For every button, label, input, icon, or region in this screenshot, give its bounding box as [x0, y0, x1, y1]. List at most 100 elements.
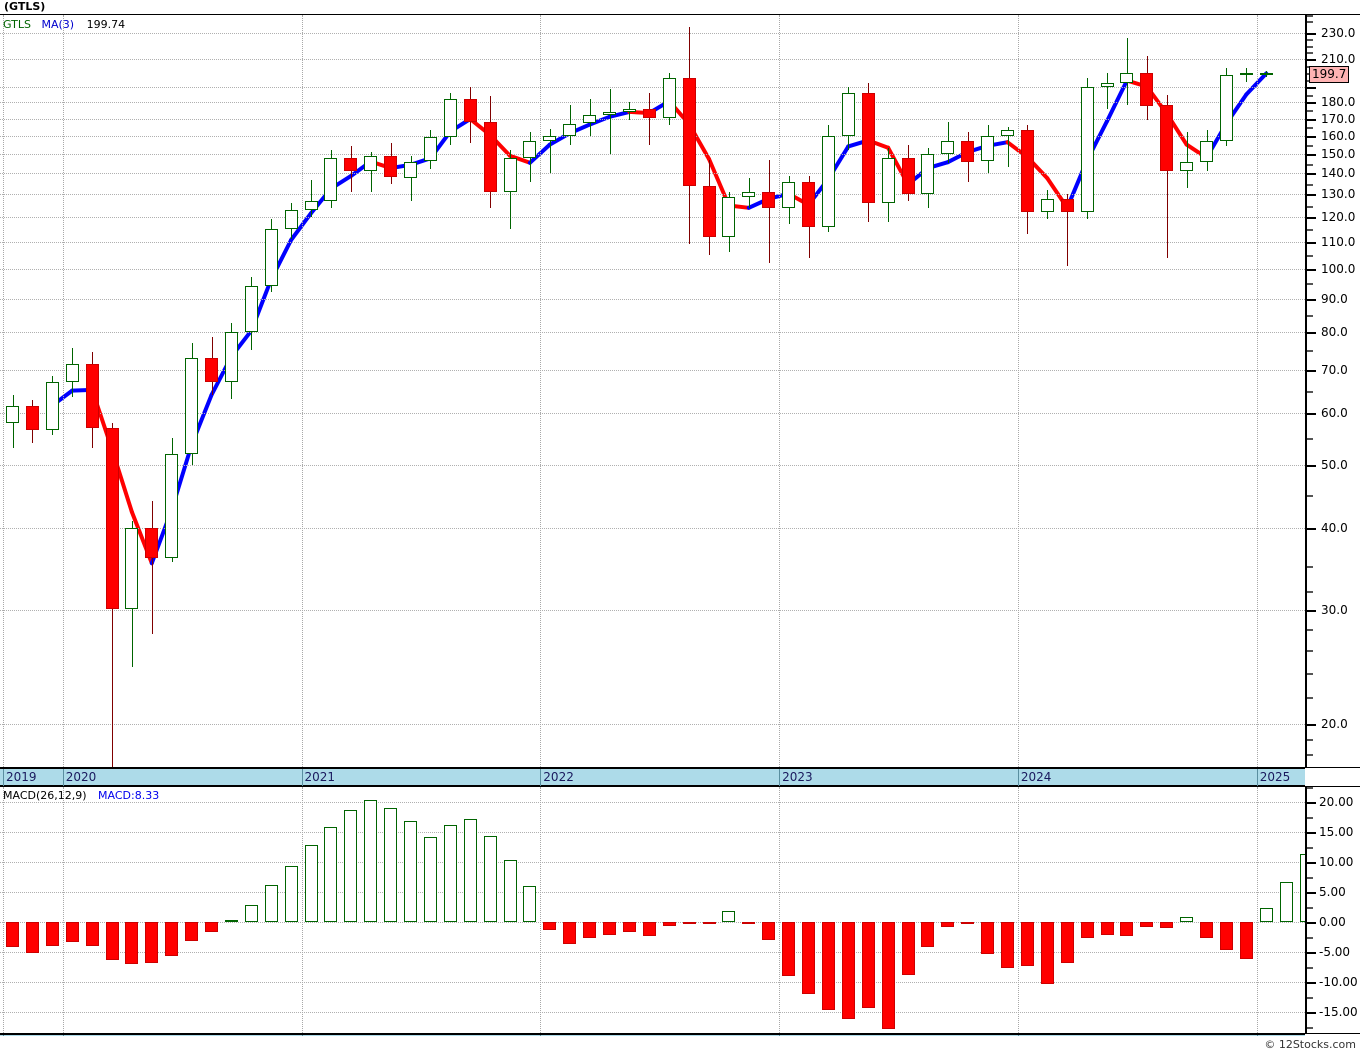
axis-tick-label: 130.0 — [1321, 187, 1356, 202]
axis-minor-tick — [1307, 937, 1313, 939]
axis-minor-tick — [1307, 877, 1313, 879]
axis-tick-label: 150.0 — [1321, 146, 1356, 161]
axis-tick-mark — [1307, 892, 1316, 894]
date-axis-tick — [3, 769, 4, 787]
gridline-vertical-year — [1256, 787, 1258, 1033]
candle-body — [881, 157, 895, 204]
gridline-horizontal — [0, 802, 1305, 803]
candle-wick — [609, 88, 611, 154]
ma-line-segment — [508, 153, 532, 165]
candle-body — [1160, 105, 1174, 172]
ma-line-segment — [527, 142, 552, 165]
candle-body — [682, 78, 696, 186]
axis-minor-tick — [1307, 907, 1313, 909]
candle-body — [722, 196, 736, 237]
macd-histogram-bar — [463, 818, 477, 922]
candle-body — [25, 406, 39, 431]
candle-body — [364, 155, 378, 172]
axis-tick-mark — [1307, 298, 1316, 301]
price-plot-area[interactable] — [0, 15, 1305, 767]
axis-tick-mark — [1307, 331, 1316, 334]
axis-minor-tick — [1307, 672, 1313, 675]
price-chart-panel: 230.0 210.0 180.0 170.0 160.0 150.0 140.0 130.0… — [0, 14, 1360, 768]
axis-tick-label: 230.0 — [1321, 25, 1356, 40]
candle-wick — [151, 501, 153, 635]
macd-y-axis[interactable]: 20.00 15.00 10.00 5.00 0.00 -5.00 -10.00 -15.00 — [1305, 787, 1358, 1033]
axis-minor-tick — [1307, 390, 1313, 393]
axis-minor-tick — [1307, 738, 1313, 741]
gridline-vertical-year — [779, 787, 781, 1033]
candle-body — [563, 123, 577, 136]
candle-body — [1140, 72, 1154, 106]
macd-histogram-bar — [1259, 907, 1273, 922]
macd-histogram-bar — [563, 922, 577, 944]
candle-body — [1219, 75, 1233, 141]
macd-histogram-bar — [901, 922, 915, 975]
date-axis-tick — [540, 769, 542, 787]
candle-body — [702, 185, 716, 237]
candle-body — [1120, 72, 1134, 83]
axis-tick-label: 140.0 — [1321, 166, 1356, 181]
axis-tick-label: 5.00 — [1319, 885, 1346, 899]
axis-tick-mark — [1307, 194, 1316, 197]
axis-tick-mark — [1307, 87, 1316, 89]
macd-histogram-bar — [324, 827, 338, 922]
macd-histogram-bar — [981, 922, 995, 955]
candle-body — [284, 210, 298, 230]
price-date-axis[interactable]: 2019 2020 2021 2022 2023 2024 2025 — [0, 768, 1305, 787]
axis-tick-mark — [1307, 802, 1316, 804]
candle-body — [742, 192, 756, 197]
macd-plot-area[interactable] — [0, 787, 1305, 1033]
macd-histogram-bar — [224, 920, 238, 923]
axis-tick-mark — [1307, 609, 1316, 612]
macd-histogram-bar — [861, 922, 875, 1009]
price-y-axis[interactable]: 230.0 210.0 180.0 170.0 160.0 150.0 140.0 130.0… — [1305, 15, 1355, 767]
axis-tick-mark — [1307, 118, 1316, 121]
axis-minor-tick — [1307, 52, 1313, 54]
candle-body — [224, 331, 238, 382]
axis-minor-tick — [1307, 1027, 1313, 1029]
macd-histogram-bar — [702, 922, 716, 925]
candle-body — [821, 135, 835, 227]
macd-histogram-bar — [1080, 922, 1094, 938]
macd-histogram-bar — [782, 922, 796, 976]
macd-histogram-bar — [205, 922, 218, 932]
axis-tick-mark — [1307, 369, 1316, 372]
macd-chart-panel: 20.00 15.00 10.00 5.00 0.00 -5.00 -10.00 -15.00… — [0, 786, 1360, 1034]
axis-minor-tick — [1307, 183, 1313, 186]
macd-histogram-bar — [821, 922, 835, 1010]
gridline-vertical-year — [3, 787, 4, 1033]
candle-wick — [1007, 126, 1009, 168]
axis-tick-label: 10.00 — [1319, 855, 1354, 869]
axis-minor-tick — [1307, 437, 1313, 440]
axis-tick-mark — [1307, 413, 1316, 416]
axis-tick-label: 170.0 — [1321, 111, 1356, 126]
candle-body — [901, 157, 915, 195]
axis-tick-label: 20.0 — [1321, 717, 1348, 732]
ma-line-segment — [1244, 71, 1269, 97]
macd-histogram-bar — [1239, 922, 1253, 960]
axis-minor-tick — [1307, 229, 1313, 232]
candle-body — [1239, 72, 1253, 76]
axis-tick-mark — [1307, 58, 1316, 61]
axis-tick-mark — [1307, 862, 1316, 864]
axis-tick-label: 180.0 — [1321, 95, 1356, 110]
price-legend: GTLS MA(3) 199.74 — [3, 18, 125, 31]
candle-body — [344, 157, 358, 172]
axis-tick-mark — [1307, 32, 1316, 35]
macd-histogram-bar — [25, 922, 39, 954]
axis-minor-tick — [1307, 494, 1313, 497]
candle-body — [304, 201, 318, 211]
axis-tick-mark — [1307, 528, 1316, 531]
window-title: (GTLS) — [0, 0, 1360, 14]
macd-histogram-bar — [543, 922, 557, 931]
macd-histogram-bar — [503, 859, 517, 922]
candle-body — [543, 135, 557, 141]
candle-body — [1001, 130, 1014, 136]
axis-minor-tick — [1307, 39, 1313, 42]
macd-histogram-bar — [1100, 922, 1114, 936]
macd-histogram-bar — [841, 922, 855, 1020]
candle-body — [1020, 130, 1034, 213]
axis-minor-tick — [1307, 967, 1313, 969]
